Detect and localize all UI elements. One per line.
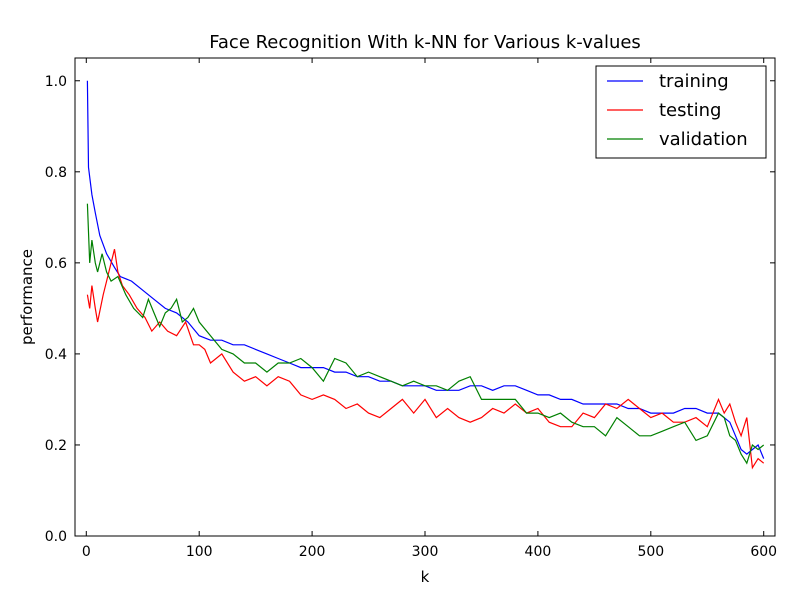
x-tick-label: 500 bbox=[637, 544, 664, 560]
y-tick-label: 1.0 bbox=[45, 74, 67, 90]
legend: training testing validation bbox=[595, 65, 767, 159]
legend-label-validation: validation bbox=[659, 129, 748, 150]
y-axis: 0.0 0.2 0.4 0.6 0.8 1.0 bbox=[45, 74, 775, 545]
chart-title: Face Recognition With k-NN for Various k… bbox=[209, 32, 641, 53]
x-axis-label: k bbox=[421, 568, 430, 586]
legend-label-training: training bbox=[659, 71, 729, 92]
x-axis: 0 100 200 300 400 500 600 bbox=[82, 58, 777, 560]
y-tick-label: 0.0 bbox=[45, 529, 67, 545]
y-tick-label: 0.2 bbox=[45, 438, 67, 454]
x-tick-label: 200 bbox=[299, 544, 326, 560]
legend-label-testing: testing bbox=[659, 100, 721, 121]
y-axis-label: performance bbox=[18, 249, 36, 345]
series-line-validation bbox=[86, 203, 765, 465]
x-tick-label: 400 bbox=[525, 544, 552, 560]
x-tick-label: 100 bbox=[186, 544, 213, 560]
y-tick-label: 0.4 bbox=[45, 347, 67, 363]
series-line-testing bbox=[86, 249, 765, 470]
y-tick-label: 0.6 bbox=[45, 256, 67, 272]
x-tick-label: 0 bbox=[82, 544, 91, 560]
series-layer bbox=[86, 80, 765, 470]
x-tick-label: 600 bbox=[750, 544, 777, 560]
x-tick-label: 300 bbox=[412, 544, 439, 560]
y-tick-label: 0.8 bbox=[45, 165, 67, 181]
series-line-training bbox=[86, 80, 765, 459]
